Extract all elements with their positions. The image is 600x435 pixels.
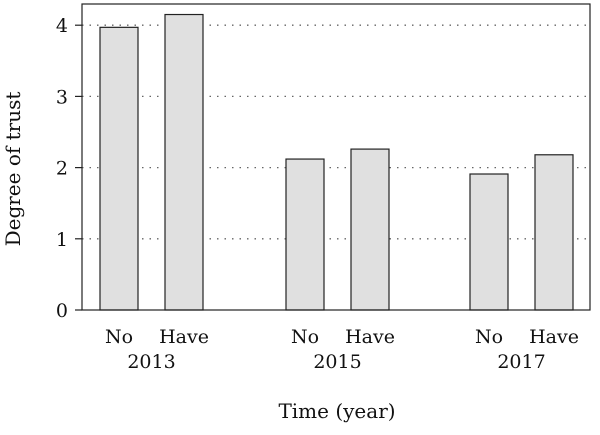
group-label: 2013	[127, 351, 175, 373]
y-tick-label: 2	[56, 158, 68, 180]
bar-2013-have	[164, 13, 204, 311]
group-label: 2015	[313, 351, 361, 373]
bar-2017-have	[534, 154, 574, 311]
bar-2015-have	[350, 148, 390, 311]
x-axis-title: Time (year)	[278, 399, 395, 423]
bar-2017-no	[469, 173, 509, 311]
y-axis-title: Degree of trust	[1, 92, 25, 247]
bars	[99, 13, 574, 311]
y-tick-label: 3	[56, 86, 68, 108]
category-label: No	[291, 326, 319, 348]
y-tick-label: 1	[56, 229, 68, 251]
bar-2013-no	[99, 26, 139, 311]
category-label: Have	[159, 326, 209, 348]
category-label: Have	[345, 326, 395, 348]
y-axis: 0 1 2 3 4	[56, 3, 591, 322]
y-tick-label: 4	[56, 15, 68, 37]
category-label: No	[475, 326, 503, 348]
plot-frame	[81, 3, 591, 311]
category-labels: No Have 2013 No Have 2015 No Have 2017	[105, 326, 579, 373]
bar-2015-no	[285, 158, 325, 311]
category-label: Have	[529, 326, 579, 348]
gridlines	[82, 24, 590, 240]
y-tick-label: 0	[56, 300, 68, 322]
group-label: 2017	[497, 351, 545, 373]
category-label: No	[105, 326, 133, 348]
